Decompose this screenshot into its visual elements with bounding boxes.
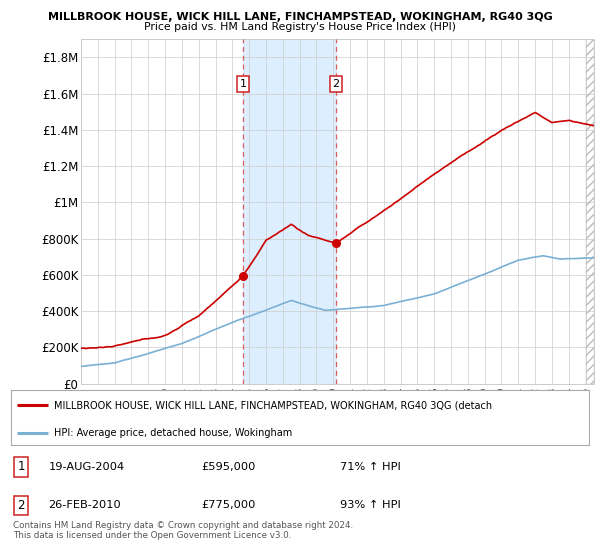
Text: 2: 2	[332, 79, 340, 89]
Text: Price paid vs. HM Land Registry's House Price Index (HPI): Price paid vs. HM Land Registry's House …	[144, 22, 456, 32]
Text: HPI: Average price, detached house, Wokingham: HPI: Average price, detached house, Woki…	[54, 428, 292, 438]
Bar	[586, 39, 594, 384]
Text: £595,000: £595,000	[202, 462, 256, 472]
Text: 19-AUG-2004: 19-AUG-2004	[49, 462, 124, 472]
Text: MILLBROOK HOUSE, WICK HILL LANE, FINCHAMPSTEAD, WOKINGHAM, RG40 3QG: MILLBROOK HOUSE, WICK HILL LANE, FINCHAM…	[47, 12, 553, 22]
Text: 1: 1	[239, 79, 247, 89]
Text: 1: 1	[17, 460, 25, 473]
Bar	[586, 39, 594, 384]
Text: 26-FEB-2010: 26-FEB-2010	[49, 501, 121, 510]
Text: Contains HM Land Registry data © Crown copyright and database right 2024.
This d: Contains HM Land Registry data © Crown c…	[13, 521, 353, 540]
Text: 71% ↑ HPI: 71% ↑ HPI	[340, 462, 401, 472]
Text: £775,000: £775,000	[202, 501, 256, 510]
Text: 2: 2	[17, 499, 25, 512]
Text: MILLBROOK HOUSE, WICK HILL LANE, FINCHAMPSTEAD, WOKINGHAM, RG40 3QG (detach: MILLBROOK HOUSE, WICK HILL LANE, FINCHAM…	[54, 400, 492, 410]
Bar	[243, 39, 336, 384]
Text: 93% ↑ HPI: 93% ↑ HPI	[340, 501, 401, 510]
